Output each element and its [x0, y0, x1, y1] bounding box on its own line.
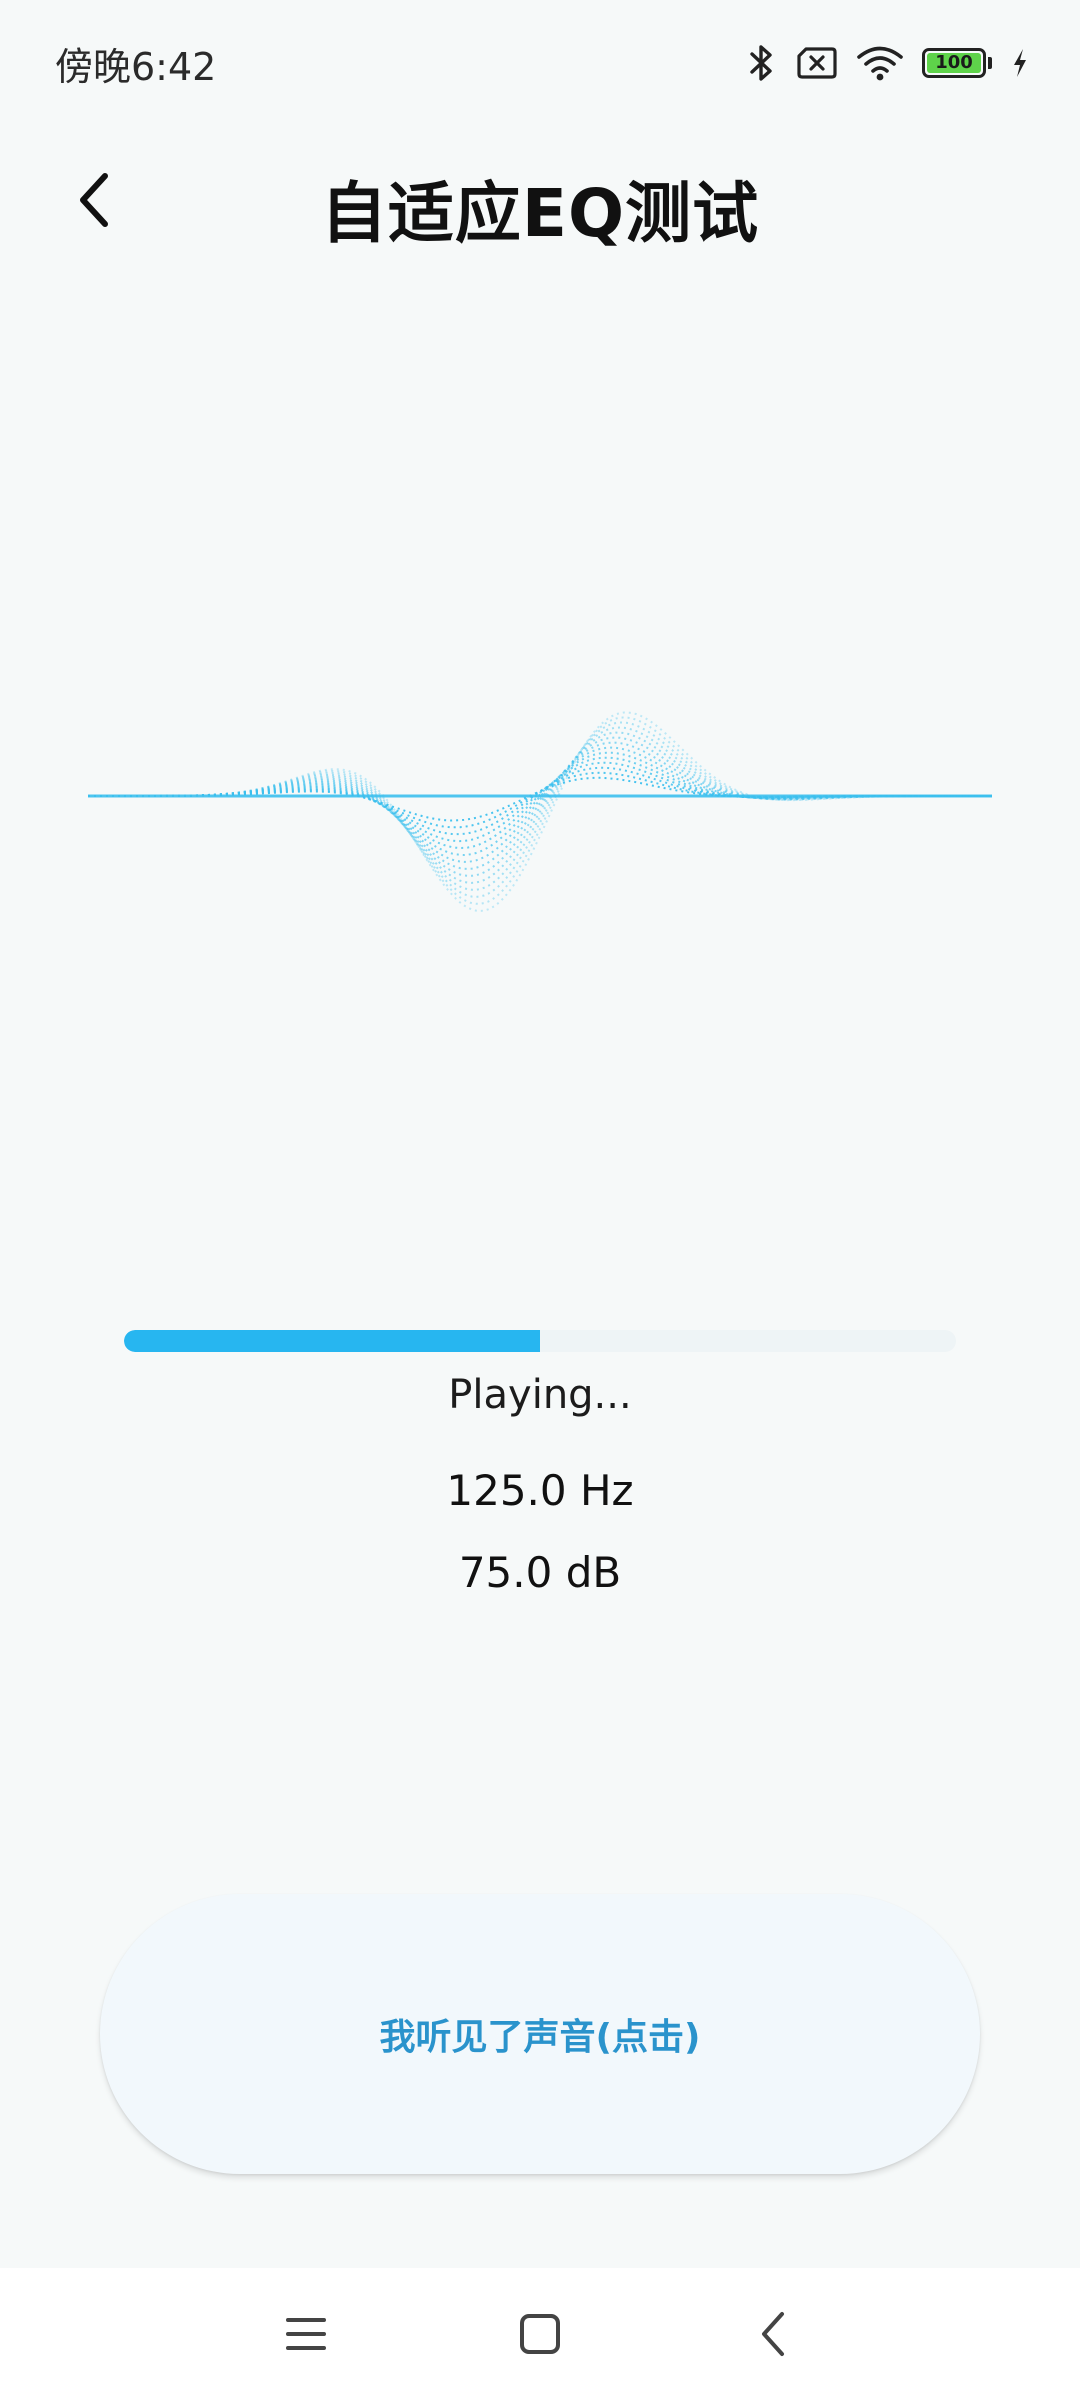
back-button[interactable] — [60, 160, 130, 240]
home-button[interactable] — [500, 2294, 580, 2374]
charging-icon — [1010, 47, 1030, 79]
nav-back-button[interactable] — [734, 2294, 814, 2374]
heard-sound-label: 我听见了声音(点击) — [379, 2017, 701, 2058]
battery-level: 100 — [935, 52, 973, 73]
battery-icon: 100 — [922, 48, 992, 78]
wave-line — [88, 746, 992, 863]
status-time: 傍晚6:42 — [55, 45, 217, 89]
sound-wave-visualization — [0, 560, 1080, 1020]
status-icons: 100 — [744, 40, 1030, 86]
wave-line — [88, 756, 992, 850]
playback-status: Playing... — [448, 1372, 632, 1418]
wave-line — [88, 741, 992, 870]
wave-line — [88, 766, 992, 836]
chevron-left-icon — [80, 173, 108, 227]
wave-line — [88, 716, 992, 905]
header: 自适应EQ测试 — [0, 130, 1080, 270]
home-icon — [520, 2314, 560, 2354]
test-progress-fill — [124, 1330, 540, 1352]
wave-line — [88, 771, 992, 829]
wave-line — [88, 726, 992, 891]
menu-icon — [286, 2318, 326, 2350]
wave-line — [88, 736, 992, 877]
test-progress-bar — [124, 1330, 956, 1352]
navigation-bar — [0, 2268, 1080, 2400]
back-icon — [762, 2312, 784, 2356]
wave-line — [88, 731, 992, 884]
no-sim-icon — [796, 45, 838, 81]
frequency-value: 125.0 Hz — [446, 1466, 634, 1515]
wave-line — [88, 721, 992, 898]
page-title: 自适应EQ测试 — [320, 175, 760, 252]
level-value: 75.0 dB — [458, 1548, 622, 1597]
heard-sound-button[interactable]: 我听见了声音(点击) — [100, 1894, 980, 2174]
status-bar: 傍晚6:42 — [0, 0, 1080, 120]
wave-line — [88, 711, 992, 912]
bluetooth-icon — [744, 43, 778, 83]
menu-button[interactable] — [266, 2294, 346, 2374]
wifi-icon — [856, 44, 904, 82]
